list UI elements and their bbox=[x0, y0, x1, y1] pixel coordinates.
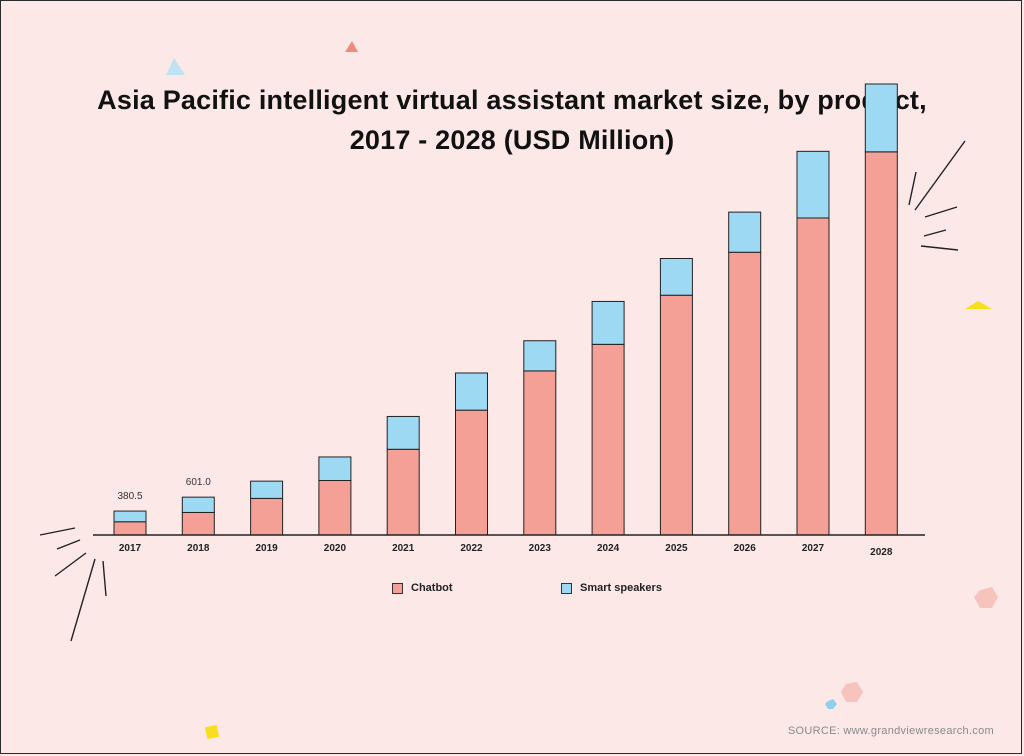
bar-smart-speakers-2019 bbox=[250, 480, 284, 499]
square-yellow-icon bbox=[204, 724, 220, 740]
hexagon-pink-icon bbox=[974, 587, 998, 608]
bar-smart-speakers-2018 bbox=[181, 496, 215, 513]
bar-smart-speakers-2017 bbox=[113, 510, 147, 523]
hexagon-pink-small-icon bbox=[841, 682, 863, 702]
chart-title: Asia Pacific intelligent virtual assista… bbox=[0, 80, 1024, 160]
legend-swatch-smart-speakers bbox=[561, 582, 572, 594]
bar-smart-speakers-2028 bbox=[864, 83, 898, 153]
source-text: SOURCE: www.grandviewresearch.com bbox=[787, 725, 994, 737]
legend-swatch-chatbot bbox=[392, 582, 403, 594]
bar-smart-speakers-2024 bbox=[591, 300, 625, 345]
bar-chatbot-2017 bbox=[113, 521, 147, 536]
bar-chatbot-2018 bbox=[181, 511, 215, 536]
x-tick-label-2017: 2017 bbox=[119, 543, 142, 554]
bar-smart-speakers-2025 bbox=[659, 257, 693, 296]
x-tick-label-2023: 2023 bbox=[529, 543, 552, 554]
title-line-1: Asia Pacific intelligent virtual assista… bbox=[97, 85, 927, 115]
legend-label-smart-speakers: Smart speakers bbox=[580, 582, 662, 594]
bar-chatbot-2021 bbox=[386, 448, 420, 536]
legend-label-chatbot: Chatbot bbox=[411, 582, 453, 594]
legend-item-smart-speakers: Smart speakers bbox=[561, 582, 662, 594]
tick-labels-layer: 2017 2018 2019 2020 2021 2022 2023 2024 2025 2026… bbox=[119, 543, 893, 558]
legend: Chatbot Smart speakers bbox=[0, 582, 1024, 602]
x-tick-label-2020: 2020 bbox=[324, 543, 347, 554]
x-tick-label-2021: 2021 bbox=[392, 543, 415, 554]
data-labels-layer: 380.5 601.0 bbox=[117, 477, 211, 502]
bar-chatbot-2019 bbox=[250, 497, 284, 536]
triangle-salmon-icon bbox=[345, 41, 358, 52]
bar-smart-speakers-2026 bbox=[728, 211, 762, 253]
bars-layer bbox=[113, 83, 898, 536]
triangle-yellow-icon bbox=[965, 301, 992, 309]
bar-smart-speakers-2021 bbox=[386, 415, 420, 450]
bar-chatbot-2024 bbox=[591, 343, 625, 536]
bar-chatbot-2022 bbox=[455, 409, 488, 536]
x-tick-label-2019: 2019 bbox=[255, 543, 278, 554]
burst-lines-left-icon bbox=[39, 527, 107, 642]
bar-chatbot-2023 bbox=[523, 370, 557, 536]
x-tick-label-2022: 2022 bbox=[460, 543, 483, 554]
bar-smart-speakers-2022 bbox=[455, 372, 488, 411]
x-tick-label-2024: 2024 bbox=[597, 543, 620, 554]
hexagon-blue-icon bbox=[825, 699, 837, 709]
bar-chatbot-2028 bbox=[864, 151, 898, 536]
bar-smart-speakers-2020 bbox=[318, 456, 352, 482]
bar-smart-speakers-2027 bbox=[796, 150, 830, 219]
bar-chatbot-2026 bbox=[728, 251, 762, 536]
bar-smart-speakers-2023 bbox=[523, 340, 557, 372]
legend-item-chatbot: Chatbot bbox=[392, 582, 453, 594]
x-tick-label-2027: 2027 bbox=[802, 543, 825, 554]
triangle-light-blue-icon bbox=[166, 58, 185, 75]
title-line-2: 2017 - 2028 (USD Million) bbox=[349, 125, 675, 155]
data-label-2017: 380.5 bbox=[117, 491, 142, 502]
bar-chatbot-2027 bbox=[796, 217, 830, 536]
x-tick-label-2026: 2026 bbox=[734, 543, 757, 554]
bar-chatbot-2020 bbox=[318, 480, 352, 536]
data-label-2018: 601.0 bbox=[186, 477, 211, 488]
x-tick-label-2018: 2018 bbox=[187, 543, 210, 554]
bar-chatbot-2025 bbox=[659, 294, 693, 536]
x-tick-label-2028: 2028 bbox=[870, 547, 893, 558]
x-tick-label-2025: 2025 bbox=[665, 543, 688, 554]
burst-lines-right-icon bbox=[908, 140, 966, 251]
